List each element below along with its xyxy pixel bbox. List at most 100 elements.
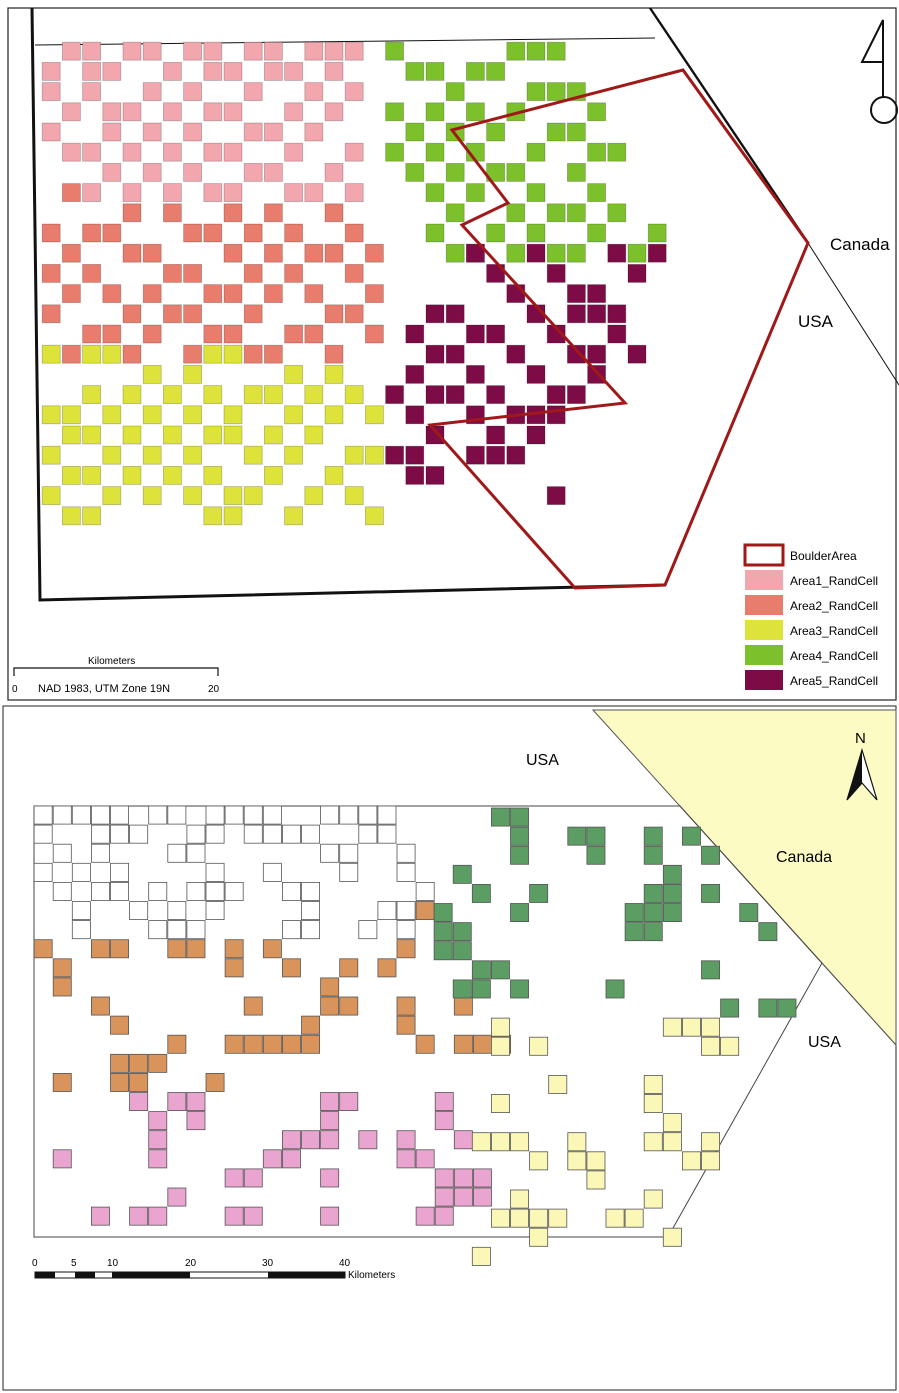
grid-cell [122,304,142,324]
grid-cell [405,405,425,425]
grid-cell [486,445,506,465]
grid-cell [701,1036,721,1056]
grid-cell [529,884,549,903]
grid-cell [396,939,416,959]
grid-cell [587,142,606,162]
grid-cell [486,122,506,142]
grid-cell [284,324,304,344]
grid-cell [720,1036,740,1056]
grid-cell [122,425,142,445]
grid-cell [243,1206,263,1226]
grid-cell [243,223,263,243]
grid-cell [320,1092,340,1112]
grid-cell [506,203,526,223]
grid-cell [162,142,182,162]
grid-cell [777,998,797,1018]
grid-cell [183,304,203,324]
grid-cell [643,1189,663,1209]
grid-cell [607,243,627,263]
grid-cell [186,824,206,844]
grid-cell [243,41,263,61]
grid-cell [567,344,586,364]
grid-cell [567,243,586,263]
grid-cell [62,405,81,425]
grid-cell [445,304,465,324]
grid-cell [529,1151,549,1171]
grid-cell [167,920,187,940]
grid-cell [758,998,778,1018]
grid-cell [41,62,61,81]
grid-cell [526,243,546,263]
grid-cell [223,506,243,526]
grid-cell [320,1111,340,1131]
grid-cell [186,1092,206,1112]
grid-cell [643,845,663,865]
grid-cell [284,223,304,243]
grid-cell [587,304,606,324]
grid-cell [643,1094,663,1114]
grid-cell [110,862,130,882]
grid-cell [142,486,162,506]
grid-cell [142,445,162,465]
north-arrow-icon [860,19,898,124]
grid-cell [110,882,130,901]
top-label-canada: Canada [830,235,890,254]
grid-cell [186,1111,206,1131]
grid-cell [396,996,416,1016]
grid-cell [643,1075,663,1094]
grid-cell [415,901,435,921]
grid-cell [183,162,203,182]
grid-cell [358,805,378,825]
grid-cell [203,62,223,81]
grid-cell [385,41,405,61]
grid-cell [129,824,149,844]
grid-cell [203,324,223,344]
grid-cell [433,941,453,961]
grid-cell [41,82,61,101]
grid-cell [142,405,162,425]
grid-cell [320,805,340,825]
grid-cell [546,82,566,101]
grid-cell [344,445,364,465]
grid-cell [662,864,682,884]
grid-cell [471,1246,491,1266]
grid-cell [434,1092,454,1112]
grid-cell [471,979,491,999]
grid-cell [33,939,53,959]
grid-cell [546,243,566,263]
grid-cell [91,805,110,825]
grid-cell [720,998,740,1018]
grid-cell [324,162,344,182]
grid-cell [82,506,101,526]
legend-swatch-area3 [745,620,783,640]
top-scale-bar: Kilometers 0 NAD 1983, UTM Zone 19N 20 [12,656,220,695]
grid-cell [223,486,243,506]
grid-cell [183,486,203,506]
top-label-usa: USA [798,312,834,331]
scale-unit: Kilometers [348,1270,395,1281]
grid-cell [162,385,182,405]
grid-cell [284,263,304,283]
grid-cell [122,465,142,485]
grid-cell [301,1015,321,1035]
grid-cell [452,864,472,884]
grid-cell [510,826,530,846]
grid-cell [62,102,81,122]
grid-cell [434,1206,454,1226]
grid-cell [148,882,168,901]
grid-cell [148,1111,168,1131]
grid-cell [243,486,263,506]
grid-cell [465,62,485,81]
legend-label: Area2_RandCell [790,599,878,613]
grid-cell [510,807,530,827]
grid-cell [662,903,682,923]
grid-cell [364,506,384,526]
grid-cell [445,385,465,405]
grid-cell [324,243,344,263]
grid-cell [304,284,324,304]
grid-cell [62,284,81,304]
grid-cell [167,1034,187,1054]
grid-cell [205,882,225,901]
grid-cell [148,1206,168,1226]
grid-cell [122,385,142,405]
